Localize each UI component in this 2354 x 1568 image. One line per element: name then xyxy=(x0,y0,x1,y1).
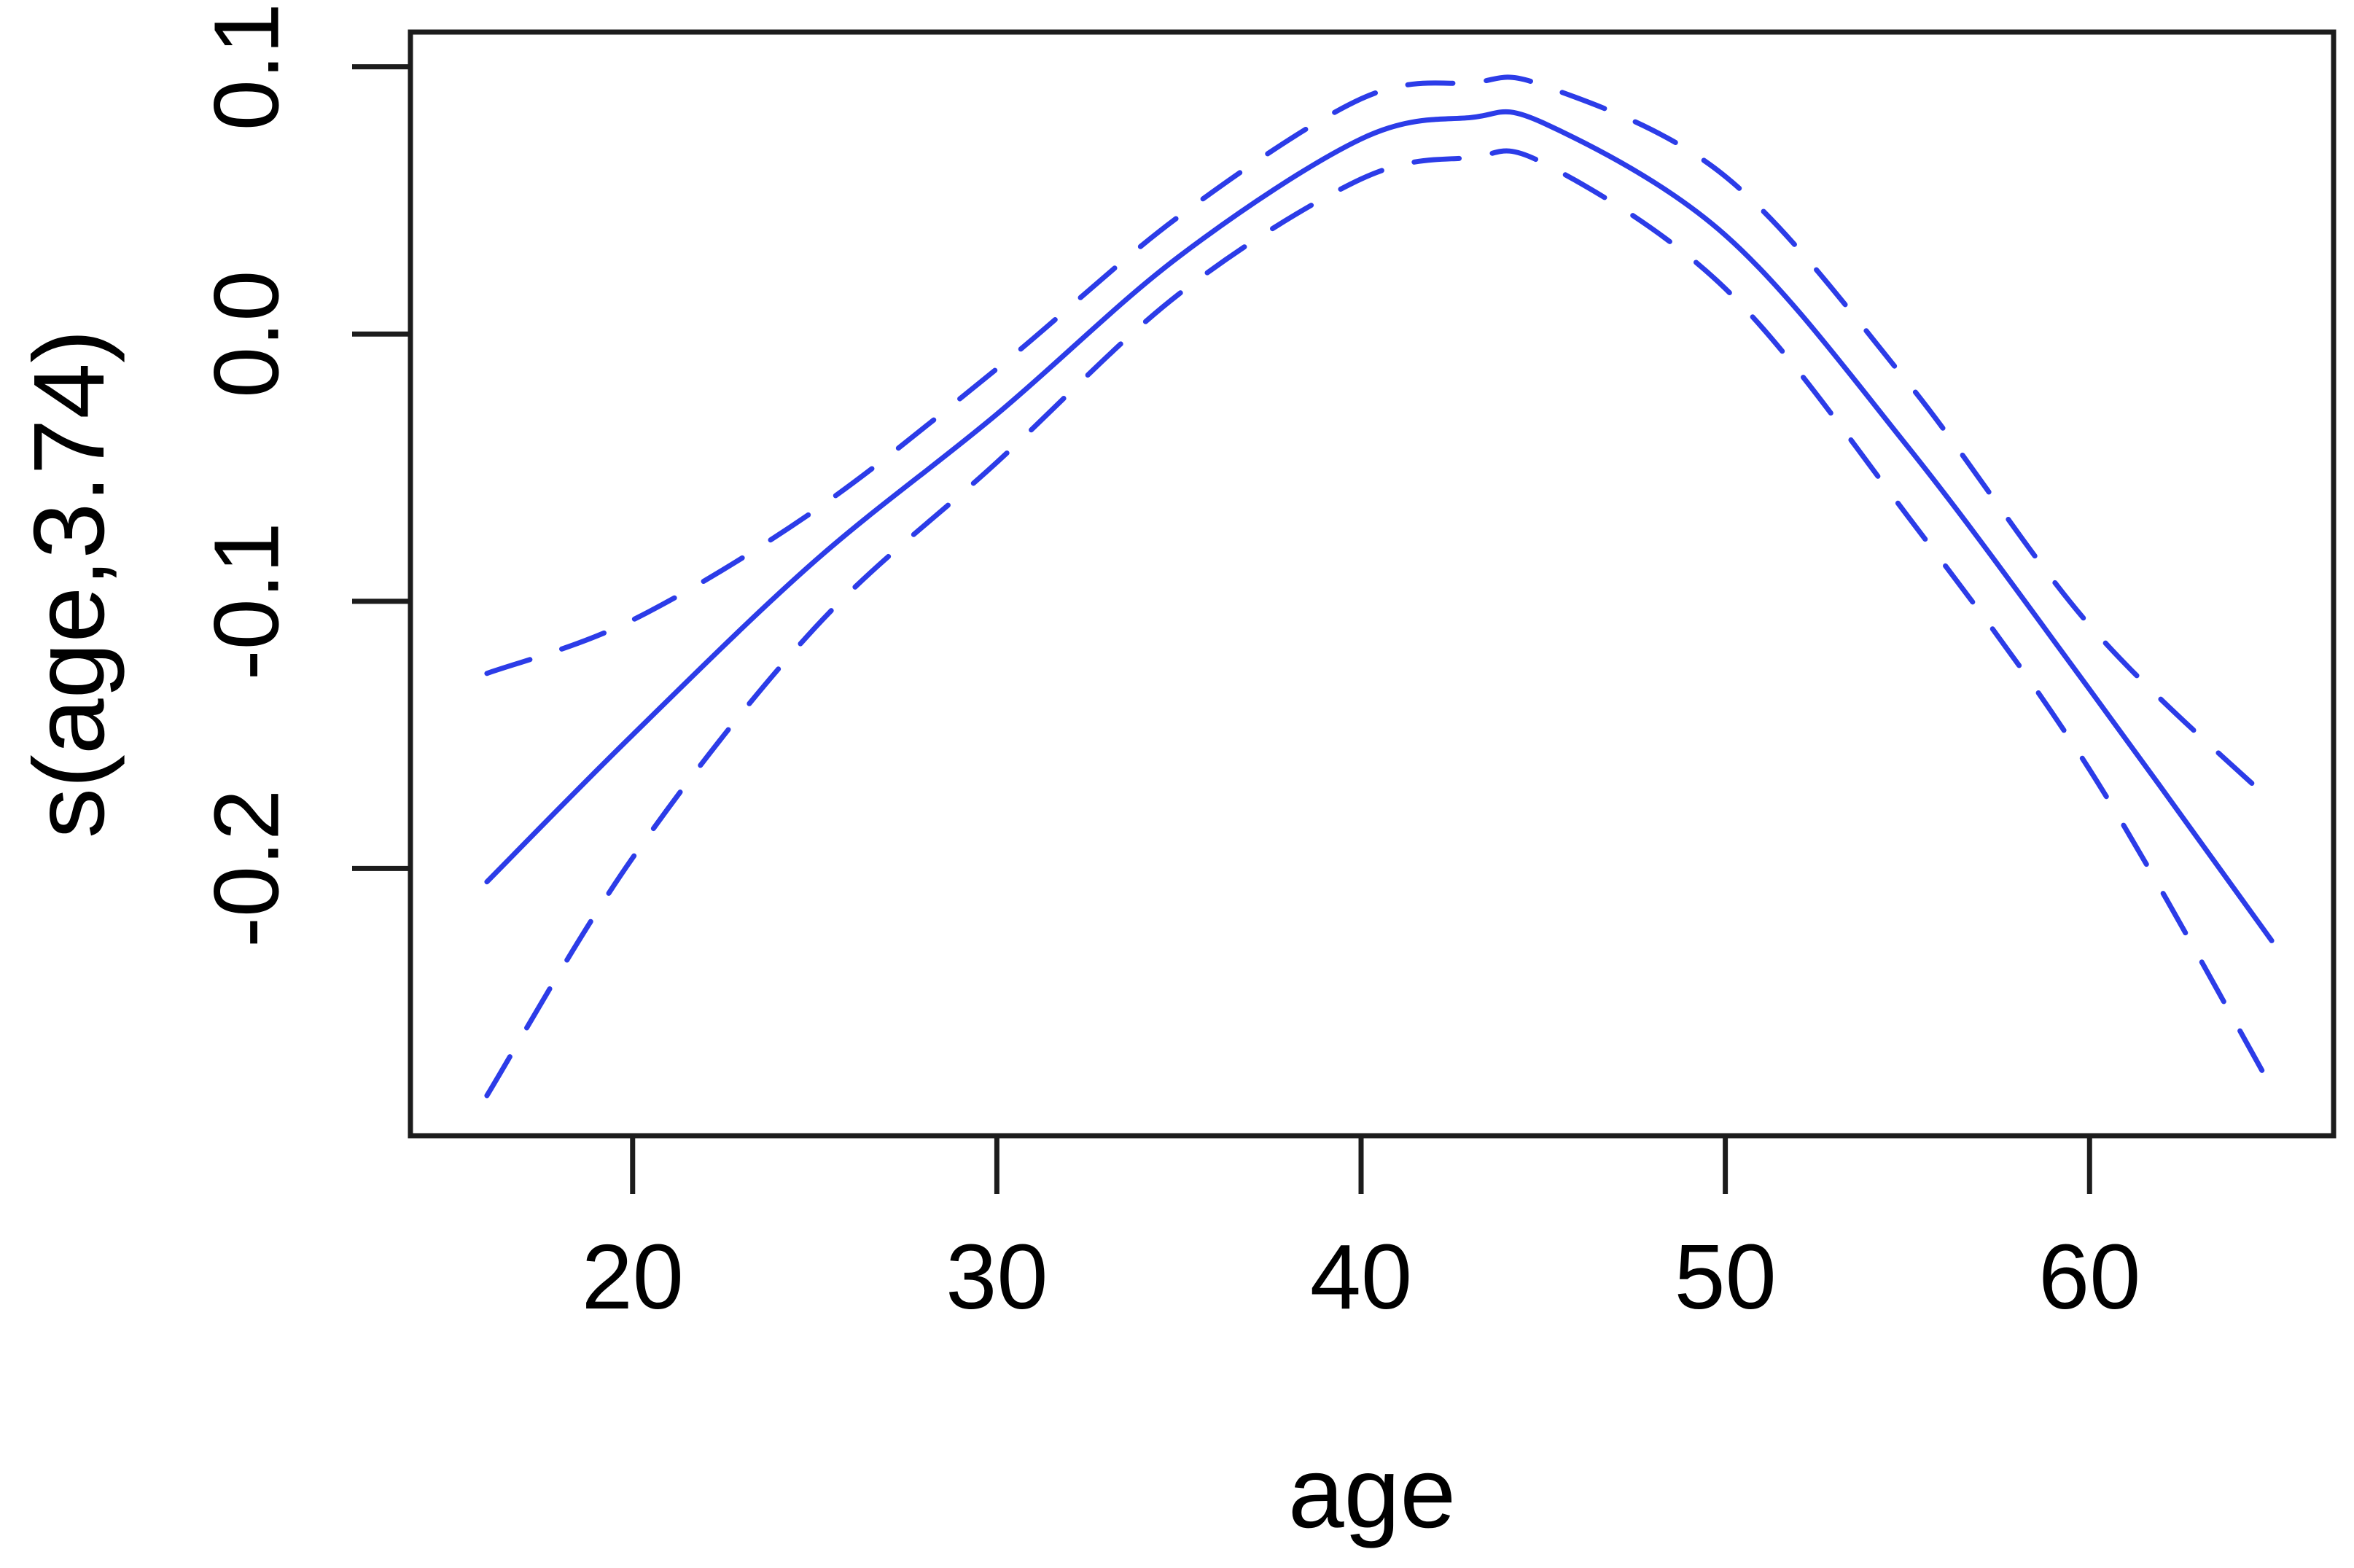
x-tick-label: 50 xyxy=(1675,1225,1777,1328)
x-tick-label: 20 xyxy=(582,1225,684,1328)
x-tick-label: 30 xyxy=(946,1225,1048,1328)
y-tick-label: 0.0 xyxy=(195,270,298,398)
x-tick-label: 40 xyxy=(1310,1225,1412,1328)
y-tick-label: -0.2 xyxy=(195,789,298,948)
plot-box xyxy=(408,29,2337,1139)
fit-line xyxy=(484,109,2275,943)
y-axis-title: s(age,3.74) xyxy=(13,329,125,838)
x-tick-label: 60 xyxy=(2038,1225,2140,1328)
y-tick-label: -0.1 xyxy=(195,522,298,680)
lower-ci-line xyxy=(484,148,2275,1099)
x-axis-title: age xyxy=(1288,1437,1456,1549)
y-tick-label: 0.1 xyxy=(195,3,298,130)
upper-ci-line xyxy=(484,74,2275,805)
